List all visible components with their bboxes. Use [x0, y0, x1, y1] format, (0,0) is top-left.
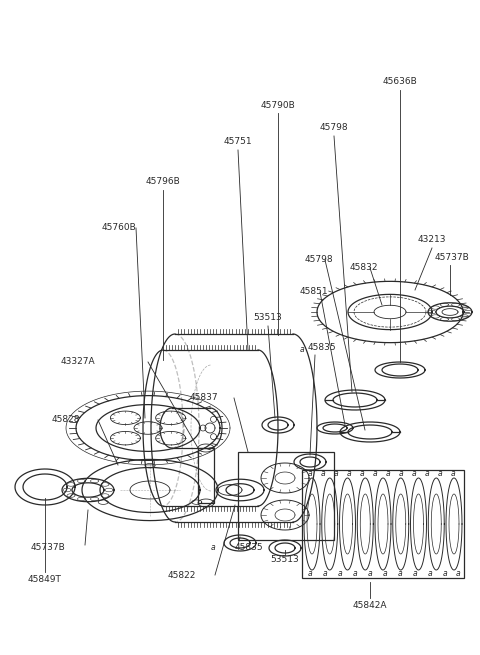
Text: 45842A: 45842A	[353, 601, 387, 610]
Text: 45737B: 45737B	[435, 253, 470, 263]
Text: 45790B: 45790B	[261, 100, 295, 109]
Text: 45636B: 45636B	[383, 77, 418, 86]
Text: a: a	[451, 470, 456, 479]
Text: a: a	[334, 470, 338, 479]
Text: a: a	[398, 569, 402, 578]
Text: 45760B: 45760B	[102, 223, 137, 233]
Text: 45798: 45798	[305, 255, 334, 265]
Text: a: a	[368, 569, 372, 578]
Text: a: a	[321, 470, 325, 479]
Text: a: a	[413, 569, 417, 578]
Text: 45796B: 45796B	[145, 178, 180, 187]
Text: 53513: 53513	[271, 555, 300, 565]
Text: a: a	[300, 345, 304, 354]
Text: 43327A: 43327A	[60, 358, 95, 367]
Bar	[302, 470, 464, 578]
Text: a: a	[425, 470, 429, 479]
Bar	[238, 452, 334, 540]
Text: 45835: 45835	[235, 544, 264, 553]
Text: 43213: 43213	[418, 236, 446, 244]
Text: a: a	[308, 470, 312, 479]
Text: a: a	[338, 569, 342, 578]
Text: 45737B: 45737B	[30, 544, 65, 553]
Text: a: a	[353, 569, 357, 578]
Text: a: a	[456, 569, 460, 578]
Text: a: a	[412, 470, 416, 479]
Text: a: a	[428, 569, 432, 578]
Text: a: a	[383, 569, 387, 578]
Text: a: a	[399, 470, 403, 479]
Text: a: a	[438, 470, 442, 479]
Text: a: a	[386, 470, 390, 479]
Text: a: a	[347, 470, 351, 479]
Text: 45835: 45835	[308, 343, 336, 352]
Text: 45751: 45751	[224, 138, 252, 147]
Text: 45822: 45822	[168, 571, 196, 580]
Text: 45851: 45851	[300, 288, 329, 297]
Text: a: a	[372, 470, 377, 479]
Text: a: a	[211, 543, 216, 552]
Text: a: a	[443, 569, 447, 578]
Text: a: a	[360, 470, 364, 479]
Bar	[198, 448, 214, 503]
Text: 45849T: 45849T	[28, 576, 62, 584]
Text: 45798: 45798	[320, 124, 348, 132]
Text: a: a	[308, 569, 312, 578]
Text: a: a	[323, 569, 327, 578]
Text: 53513: 53513	[253, 314, 282, 322]
Text: 45828: 45828	[51, 415, 80, 424]
Text: 45837: 45837	[190, 394, 218, 403]
Text: 45832: 45832	[350, 263, 379, 272]
